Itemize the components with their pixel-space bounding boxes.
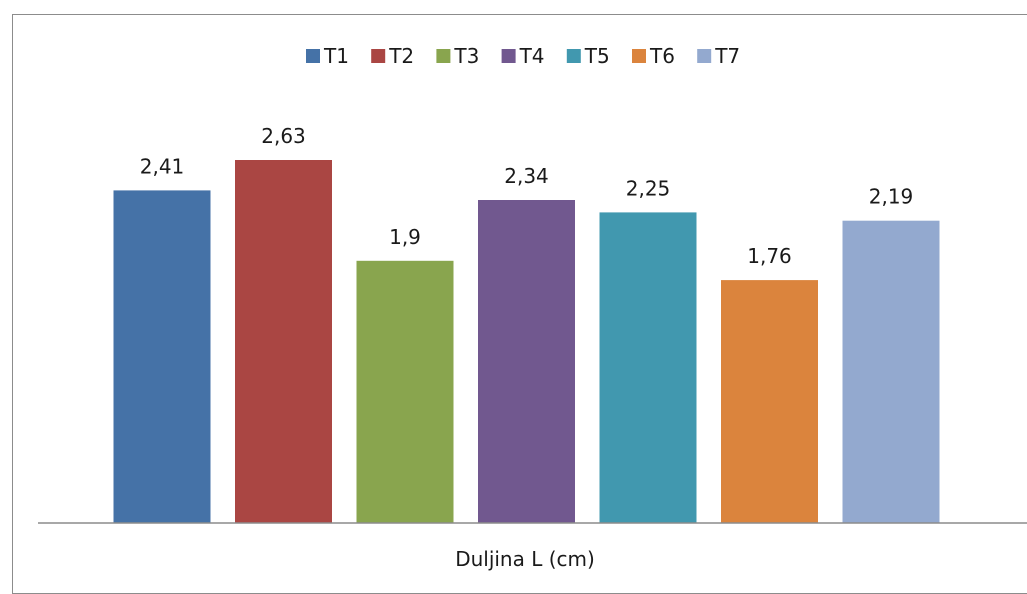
legend-label-t4: T4 (519, 44, 545, 68)
legend-label-t7: T7 (714, 44, 740, 68)
bar-t7 (842, 220, 940, 523)
bars-group (113, 160, 940, 523)
value-label-t6: 1,76 (747, 244, 792, 268)
x-axis-title: Duljina L (cm) (455, 547, 595, 571)
value-labels-group: 2,41 2,63 1,9 2,34 2,25 1,76 2,19 (140, 124, 914, 268)
bar-t6 (721, 280, 818, 523)
value-label-t2: 2,63 (261, 124, 306, 148)
value-label-t3: 1,9 (389, 225, 421, 249)
legend-swatch-t7 (697, 49, 712, 63)
legend-label-t3: T3 (453, 44, 479, 68)
legend: T1 T2 T3 T4 T5 T6 T7 (306, 44, 740, 68)
bar-t2 (235, 160, 332, 523)
bar-chart: T1 T2 T3 T4 T5 T6 T7 2,412,631,92,342,251,762,… (38, 44, 1027, 571)
value-label-t7: 2,19 (869, 185, 914, 209)
legend-swatch-t5 (566, 49, 581, 63)
legend-label-t5: T5 (584, 44, 610, 68)
value-label-t1: 2,41 (140, 154, 185, 178)
legend-label-t1: T1 (323, 44, 349, 68)
legend-label-t6: T6 (649, 44, 675, 68)
legend-swatch-t2 (371, 49, 386, 63)
legend-swatch-t1 (306, 49, 320, 63)
legend-label-t2: T2 (388, 44, 414, 68)
legend-swatch-t3 (436, 49, 451, 63)
bar-t4 (478, 200, 575, 523)
legend-swatch-t4 (501, 49, 516, 63)
bar-t5 (599, 212, 697, 523)
bar-t3 (356, 260, 454, 523)
legend-swatch-t6 (632, 49, 646, 63)
bar-t1 (113, 190, 211, 523)
value-label-t5: 2,25 (626, 176, 671, 200)
value-label-t4: 2,34 (504, 164, 549, 188)
